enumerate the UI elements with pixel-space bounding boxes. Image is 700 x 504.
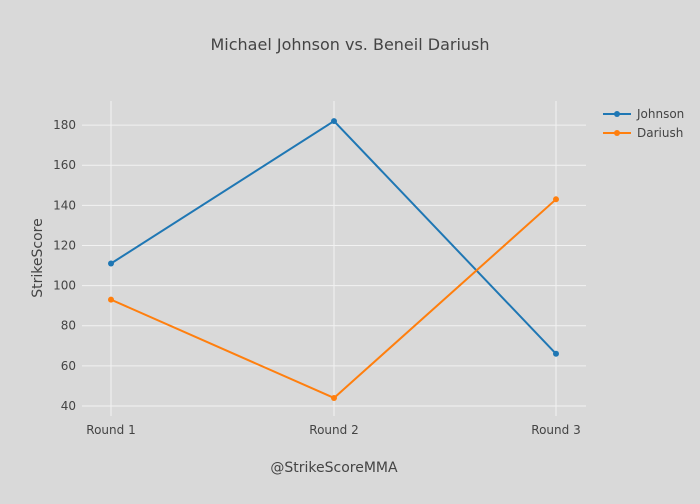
y-tick-label: 160 (53, 158, 76, 172)
y-tick-label: 100 (53, 279, 76, 293)
series-johnson (108, 118, 559, 357)
y-tick-label: 60 (61, 359, 76, 373)
data-point-johnson[interactable] (553, 350, 559, 357)
legend-item-johnson[interactable]: Johnson (603, 107, 684, 121)
axes: 40 60 80 100 120 140 160 180 Round 1 Round 2 Round… (53, 118, 581, 437)
y-tick-label: 120 (53, 238, 76, 252)
y-tick-label: 180 (53, 118, 76, 132)
y-axis-title: StrikeScore (30, 218, 46, 297)
y-tick-label: 40 (61, 399, 76, 413)
legend-label: Johnson (636, 107, 684, 121)
data-point-dariush[interactable] (108, 296, 114, 303)
legend-swatch-marker (614, 111, 620, 117)
grid (82, 101, 586, 416)
x-axis-title: @StrikeScoreMMA (270, 460, 398, 476)
legend[interactable]: Johnson Dariush (603, 107, 684, 140)
data-point-dariush[interactable] (553, 196, 559, 203)
data-point-johnson[interactable] (331, 118, 337, 125)
y-tick-label: 140 (53, 198, 76, 212)
legend-item-dariush[interactable]: Dariush (603, 126, 683, 140)
legend-swatch-marker (614, 130, 620, 136)
legend-label: Dariush (637, 126, 683, 140)
chart-title: Michael Johnson vs. Beneil Dariush (210, 35, 489, 54)
x-tick-label: Round 2 (309, 423, 358, 437)
data-point-johnson[interactable] (108, 260, 114, 267)
y-tick-label: 80 (61, 319, 76, 333)
x-tick-label: Round 3 (531, 423, 580, 437)
series-layer (108, 118, 559, 401)
x-tick-label: Round 1 (86, 423, 135, 437)
data-point-dariush[interactable] (331, 394, 337, 401)
series-dariush (108, 196, 559, 401)
